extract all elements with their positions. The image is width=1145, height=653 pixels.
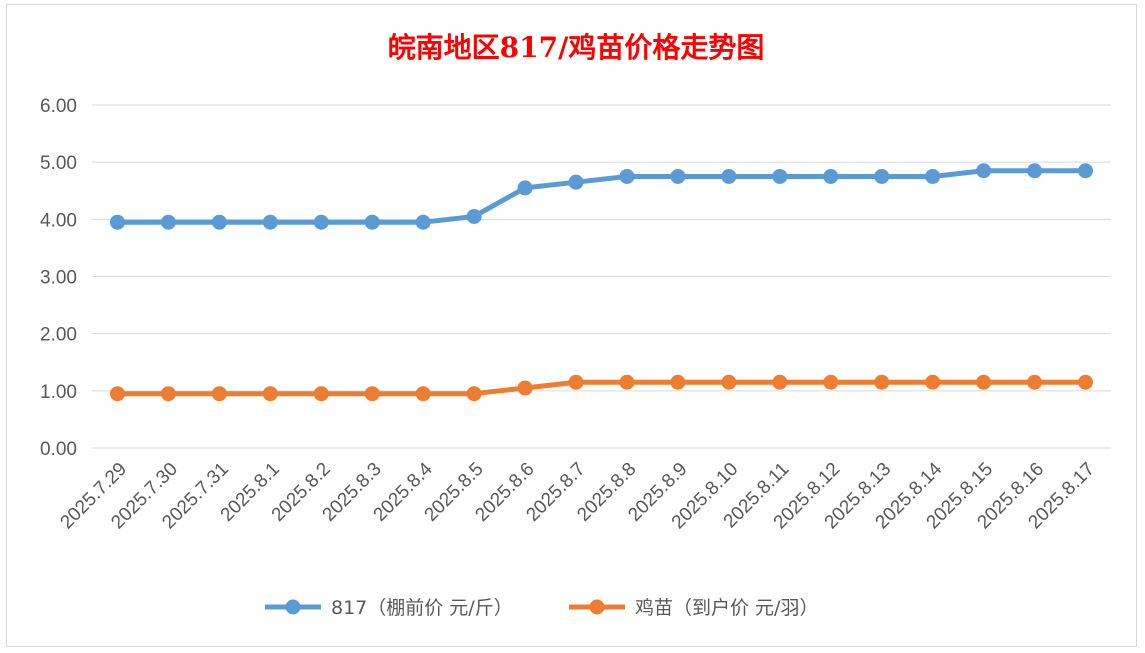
data-point [160,214,176,230]
data-point [568,374,584,390]
legend: 817（棚前价 元/斤） 鸡苗（到户价 元/羽） [265,597,818,619]
data-point [262,214,278,230]
data-point [211,386,227,402]
data-point [772,374,788,390]
data-point [1078,374,1094,390]
x-axis-ticks: 2025.7.292025.7.302025.7.312025.8.12025.… [56,458,1099,533]
data-point [874,168,890,184]
data-point [160,386,176,402]
legend-swatch-marker [285,599,301,615]
legend-label: 鸡苗（到户价 元/羽） [635,597,818,619]
data-point [313,214,329,230]
data-point [823,168,839,184]
series-0 [109,163,1094,230]
y-tick-label: 0.00 [40,439,77,460]
series-layer [109,163,1094,402]
data-point [619,168,635,184]
data-point [109,386,125,402]
y-tick-label: 6.00 [40,96,77,117]
data-point [517,180,533,196]
data-point [1078,163,1094,179]
data-point [874,374,890,390]
data-point [976,163,992,179]
data-point [925,374,941,390]
data-point [721,168,737,184]
y-axis-ticks: 0.00 1.00 2.00 3.00 4.00 5.00 6.00 [40,96,77,460]
legend-swatch-marker [589,599,605,615]
data-point [466,208,482,224]
y-tick-label: 5.00 [40,153,77,174]
data-point [670,374,686,390]
legend-label: 817（棚前价 元/斤） [331,597,513,619]
data-point [721,374,737,390]
data-point [568,174,584,190]
series-1 [109,374,1094,402]
legend-item-0: 817（棚前价 元/斤） [265,597,513,619]
y-tick-label: 1.00 [40,382,77,403]
data-point [517,380,533,396]
chart-title: 皖南地区817/鸡苗价格走势图 [388,31,765,64]
data-point [262,386,278,402]
series-line [117,379,1086,397]
data-point [415,214,431,230]
data-point [1027,374,1043,390]
chart-frame: 皖南地区817/鸡苗价格走势图 0.00 1.00 2.00 3.00 4.00 5.00… [6,4,1137,647]
line-chart: 皖南地区817/鸡苗价格走势图 0.00 1.00 2.00 3.00 4.00 5.00… [40,31,1111,619]
data-point [109,214,125,230]
y-tick-label: 3.00 [40,268,77,289]
data-point [823,374,839,390]
data-point [364,214,380,230]
data-point [925,168,941,184]
data-point [466,386,482,402]
series-line [117,168,1086,225]
data-point [364,386,380,402]
data-point [313,386,329,402]
data-point [415,386,431,402]
data-point [976,374,992,390]
y-tick-label: 2.00 [40,325,77,346]
grid-lines [92,104,1111,449]
data-point [670,168,686,184]
data-point [211,214,227,230]
legend-item-1: 鸡苗（到户价 元/羽） [569,597,818,619]
y-tick-label: 4.00 [40,210,77,231]
data-point [619,374,635,390]
data-point [772,168,788,184]
data-point [1027,163,1043,179]
